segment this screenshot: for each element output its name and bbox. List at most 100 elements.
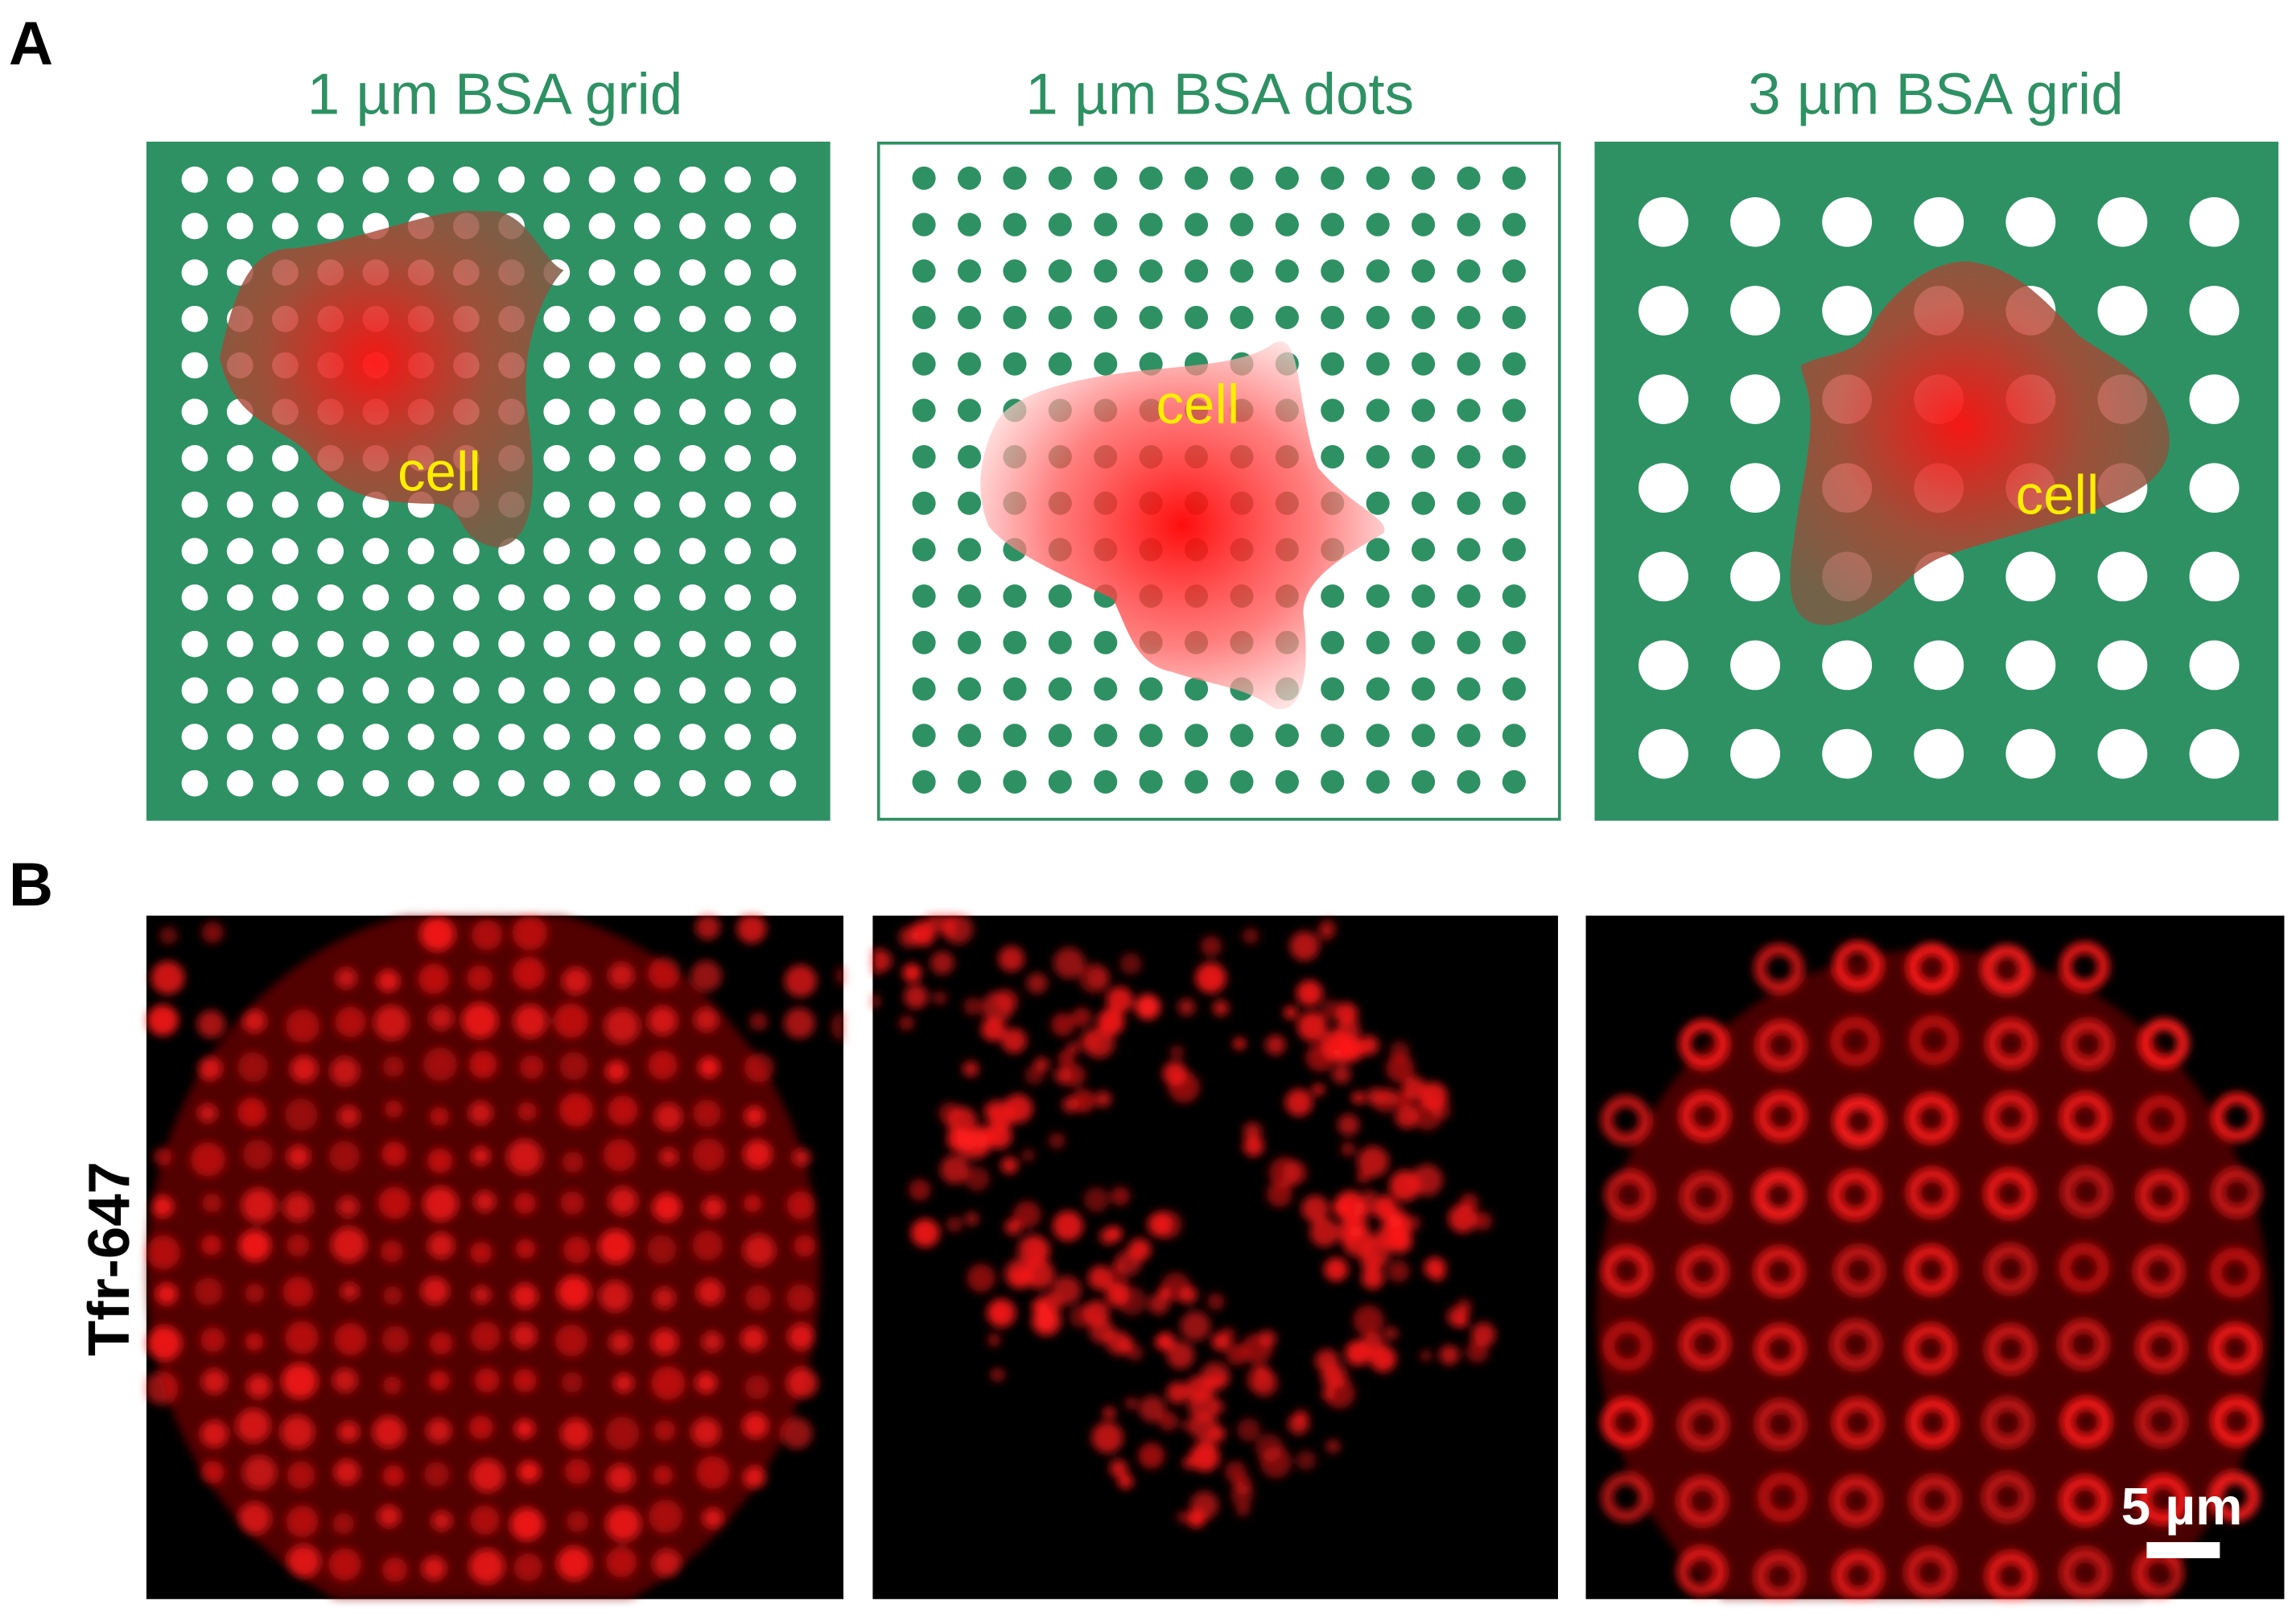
ring xyxy=(1602,1321,1653,1371)
pattern-dot xyxy=(1366,630,1390,654)
puncta xyxy=(564,1458,591,1484)
pattern-dot xyxy=(1184,724,1209,748)
pattern-dot xyxy=(407,677,435,704)
puncta xyxy=(1358,1035,1379,1055)
pattern-dot xyxy=(1457,538,1481,562)
pattern-dot xyxy=(543,724,571,750)
pattern-dot xyxy=(1412,491,1436,515)
puncta xyxy=(286,1505,319,1537)
puncta xyxy=(653,1420,675,1442)
puncta xyxy=(336,967,357,988)
puncta xyxy=(699,1057,719,1078)
pattern-dot xyxy=(912,445,936,469)
ring xyxy=(1679,1019,1729,1069)
pattern-dot xyxy=(1822,728,1873,779)
puncta xyxy=(191,1142,225,1177)
pattern-dot xyxy=(679,584,706,611)
puncta xyxy=(1265,1034,1286,1055)
pattern-dot xyxy=(1366,305,1390,329)
pattern-dot xyxy=(1003,166,1027,190)
puncta xyxy=(462,1003,497,1038)
pattern-dot xyxy=(1184,212,1209,237)
pattern-dot xyxy=(724,491,752,518)
pattern-dot xyxy=(633,305,661,332)
pattern-dot xyxy=(633,398,661,425)
pattern-dot xyxy=(2189,196,2240,247)
puncta xyxy=(1224,1461,1247,1483)
ring xyxy=(1833,1550,1884,1599)
puncta xyxy=(282,1277,314,1307)
puncta xyxy=(1148,1293,1169,1315)
ring xyxy=(2133,1246,2184,1297)
puncta xyxy=(605,1417,640,1450)
puncta xyxy=(1297,1011,1328,1041)
pattern-dot xyxy=(1457,398,1481,423)
pattern-dot xyxy=(452,584,480,611)
puncta xyxy=(653,1465,674,1485)
pattern-dot xyxy=(2097,640,2148,691)
pattern-dot xyxy=(679,352,706,379)
puncta xyxy=(159,926,178,945)
puncta xyxy=(1333,1046,1350,1063)
pattern-dot xyxy=(769,491,797,518)
puncta xyxy=(427,1148,453,1173)
puncta xyxy=(559,1093,593,1127)
puncta xyxy=(377,970,400,992)
pattern-dot xyxy=(272,538,299,565)
puncta xyxy=(1071,1007,1092,1027)
pattern-dot xyxy=(1184,166,1209,190)
pattern-dot xyxy=(1321,724,1345,748)
pattern-dot xyxy=(1730,374,1780,424)
puncta xyxy=(1182,1456,1196,1470)
puncta xyxy=(793,1148,811,1166)
pattern-dot xyxy=(588,677,616,704)
puncta xyxy=(608,963,634,988)
pattern-dot xyxy=(1094,352,1118,376)
pattern-dot xyxy=(588,212,616,240)
ring xyxy=(1678,1400,1729,1450)
ring xyxy=(1756,1091,1807,1141)
cell-label: cell xyxy=(1156,373,1239,435)
pattern-dot xyxy=(1321,445,1345,469)
puncta xyxy=(334,1459,360,1485)
puncta xyxy=(1296,980,1323,1007)
pattern-dot xyxy=(2005,728,2056,779)
puncta xyxy=(946,1216,963,1233)
pattern-dot xyxy=(1502,769,1526,794)
puncta xyxy=(1053,947,1086,980)
puncta xyxy=(1259,1330,1277,1347)
puncta xyxy=(513,1004,547,1038)
pattern-dot xyxy=(362,584,390,611)
pattern-dot xyxy=(588,538,616,565)
puncta xyxy=(940,1154,970,1185)
puncta xyxy=(1312,1083,1325,1096)
puncta xyxy=(471,1321,501,1351)
ring xyxy=(1601,1095,1651,1145)
pattern-dot xyxy=(1366,491,1390,515)
pattern-dot xyxy=(588,305,616,332)
pattern-dot xyxy=(769,398,797,425)
puncta xyxy=(703,1508,723,1528)
ring xyxy=(1830,1017,1881,1066)
puncta xyxy=(872,949,893,972)
puncta xyxy=(512,915,547,951)
pattern-dot xyxy=(2097,728,2148,779)
puncta xyxy=(1457,1305,1471,1318)
pattern-dot xyxy=(679,212,706,240)
pattern-dot xyxy=(1094,212,1118,237)
pattern-dot xyxy=(1094,305,1118,329)
puncta xyxy=(608,1095,638,1126)
puncta xyxy=(1004,1258,1036,1289)
pattern-dot xyxy=(1094,259,1118,283)
pattern-dot xyxy=(181,630,208,658)
ring xyxy=(1601,1472,1651,1523)
panel-title: 3 µm BSA grid xyxy=(1748,62,2124,127)
pattern-dot xyxy=(452,630,480,658)
panel-title: 1 µm BSA grid xyxy=(307,62,683,127)
puncta xyxy=(1337,1219,1364,1245)
pattern-dot xyxy=(226,584,254,611)
pattern-dot xyxy=(1502,259,1526,283)
puncta xyxy=(1353,1305,1384,1336)
puncta xyxy=(146,1004,179,1037)
pattern-dot xyxy=(1822,640,1873,691)
